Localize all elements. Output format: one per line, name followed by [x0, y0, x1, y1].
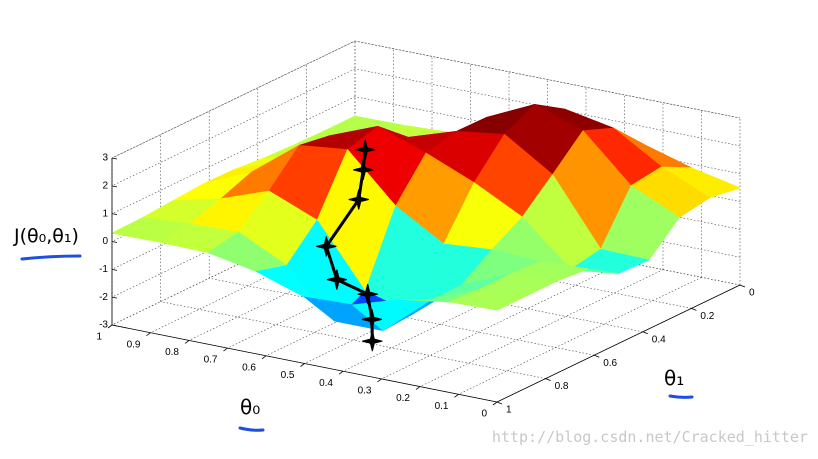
x-tick-label: 0.9 — [127, 339, 141, 350]
x-axis-label: θ₀ — [240, 395, 260, 419]
tick-mark — [496, 401, 503, 405]
z-tick-label: 1 — [102, 208, 108, 219]
underline — [20, 254, 82, 261]
grid-line — [381, 261, 625, 380]
y-tick-label: 0.6 — [603, 358, 617, 369]
grid-line — [419, 269, 664, 387]
grid-line — [111, 207, 356, 326]
y-tick-label: 0.2 — [700, 311, 714, 322]
x-tick-label: 0.7 — [204, 355, 218, 366]
tick-mark — [338, 370, 344, 375]
tick-mark — [146, 332, 151, 337]
x-tick-label: 0.3 — [358, 386, 372, 397]
x-tick-label: 0.5 — [281, 370, 295, 381]
tick-mark — [223, 347, 228, 352]
surface-patch — [448, 289, 528, 311]
z-tick-label: 2 — [102, 180, 108, 191]
tick-mark — [111, 157, 118, 160]
path-marker — [361, 309, 383, 330]
path-marker — [357, 283, 378, 305]
tick-mark — [261, 355, 267, 360]
tick-mark — [111, 185, 118, 188]
axis-line — [111, 40, 356, 159]
underline — [668, 394, 694, 399]
grid-line — [265, 238, 510, 357]
grid-line — [188, 223, 433, 341]
x-tick-label: 0 — [481, 409, 487, 420]
tick-mark — [184, 340, 190, 344]
grid-line — [160, 301, 546, 379]
tick-mark — [111, 268, 118, 271]
grid-line — [111, 40, 356, 159]
grid-line — [342, 253, 587, 372]
z-tick-label: 3 — [102, 153, 108, 164]
path-marker — [348, 189, 369, 210]
grid-line — [111, 152, 356, 270]
tick-mark — [377, 378, 382, 383]
z-tick-label: -1 — [99, 264, 108, 275]
grid-line — [304, 246, 548, 364]
x-tick-label: 0.6 — [242, 362, 256, 373]
z-axis-label: J(θ₀,θ₁) — [13, 225, 79, 247]
watermark: http://blog.csdn.net/Cracked_hitter — [492, 428, 808, 446]
path-marker — [353, 159, 374, 180]
tick-mark — [739, 284, 746, 288]
axes: 0 0.1 0.2 0.3 0.4 0.5 0.6 0.7 0.8 0.9 1 0 0.2 0.4 0.6 0… — [96, 40, 755, 420]
tick-mark — [545, 378, 551, 381]
tick-mark — [300, 363, 305, 367]
z-tick-label: 0 — [102, 236, 108, 247]
grid-line — [111, 179, 356, 298]
y-tick-label: 0 — [749, 288, 755, 299]
y-axis-label: θ₁ — [664, 366, 684, 390]
path-marker — [316, 236, 337, 257]
x-tick-label: 0.1 — [435, 401, 449, 412]
y-tick-label: 0.8 — [555, 381, 569, 392]
path-marker — [362, 331, 383, 352]
x-tick-label: 1 — [96, 332, 102, 343]
path-marker — [355, 139, 376, 160]
axis-line — [111, 324, 498, 403]
tick-mark — [111, 296, 118, 299]
grid-line — [111, 96, 356, 214]
axis-line — [496, 284, 741, 403]
grid-line — [227, 230, 471, 349]
tick-mark — [454, 393, 459, 398]
x-tick-label: 0.8 — [165, 347, 179, 358]
path-marker — [326, 269, 348, 290]
y-tick-label: 0.4 — [652, 334, 666, 345]
z-tick-label: -3 — [99, 320, 108, 331]
tick-mark — [111, 241, 118, 243]
grid-line — [458, 277, 702, 395]
z-tick-label: -2 — [99, 292, 108, 303]
tick-mark — [594, 354, 600, 358]
tick-mark — [691, 308, 697, 311]
tick-mark — [492, 401, 498, 406]
tick-mark — [642, 331, 648, 335]
surface — [111, 104, 741, 331]
axis-line — [354, 40, 741, 119]
underline — [238, 426, 265, 432]
grid-line — [111, 68, 356, 187]
x-tick-label: 0.4 — [319, 378, 333, 389]
x-tick-label: 0.2 — [396, 393, 410, 404]
tick-mark — [111, 213, 118, 216]
tick-mark — [107, 324, 113, 329]
descent-path — [316, 139, 383, 352]
tick-mark — [415, 386, 421, 390]
y-tick-label: 1 — [506, 405, 512, 416]
grid-line — [150, 215, 394, 333]
